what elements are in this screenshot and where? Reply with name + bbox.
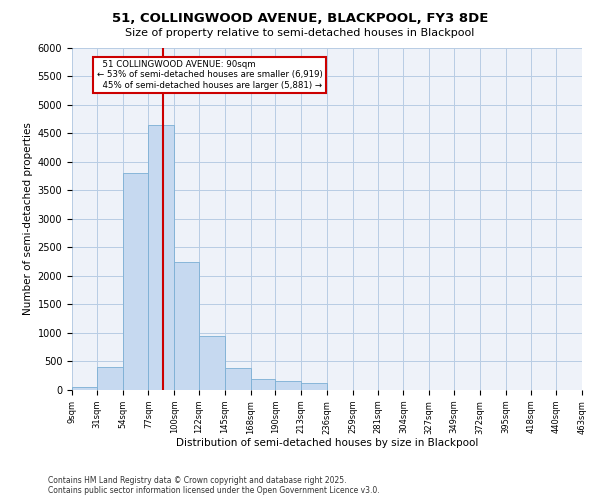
Y-axis label: Number of semi-detached properties: Number of semi-detached properties <box>23 122 34 315</box>
Bar <box>174 262 199 390</box>
Bar <box>275 382 301 390</box>
Text: Size of property relative to semi-detached houses in Blackpool: Size of property relative to semi-detach… <box>125 28 475 38</box>
Bar <box>72 387 97 390</box>
Text: 51, COLLINGWOOD AVENUE, BLACKPOOL, FY3 8DE: 51, COLLINGWOOD AVENUE, BLACKPOOL, FY3 8… <box>112 12 488 26</box>
Bar <box>97 367 122 390</box>
Bar <box>225 368 251 390</box>
Bar <box>148 124 174 390</box>
Bar <box>199 336 225 390</box>
Text: Contains HM Land Registry data © Crown copyright and database right 2025.
Contai: Contains HM Land Registry data © Crown c… <box>48 476 380 495</box>
X-axis label: Distribution of semi-detached houses by size in Blackpool: Distribution of semi-detached houses by … <box>176 438 478 448</box>
Bar <box>122 173 148 390</box>
Bar <box>301 382 327 390</box>
Bar <box>251 378 275 390</box>
Text: 51 COLLINGWOOD AVENUE: 90sqm
← 53% of semi-detached houses are smaller (6,919)
 : 51 COLLINGWOOD AVENUE: 90sqm ← 53% of se… <box>97 60 322 90</box>
